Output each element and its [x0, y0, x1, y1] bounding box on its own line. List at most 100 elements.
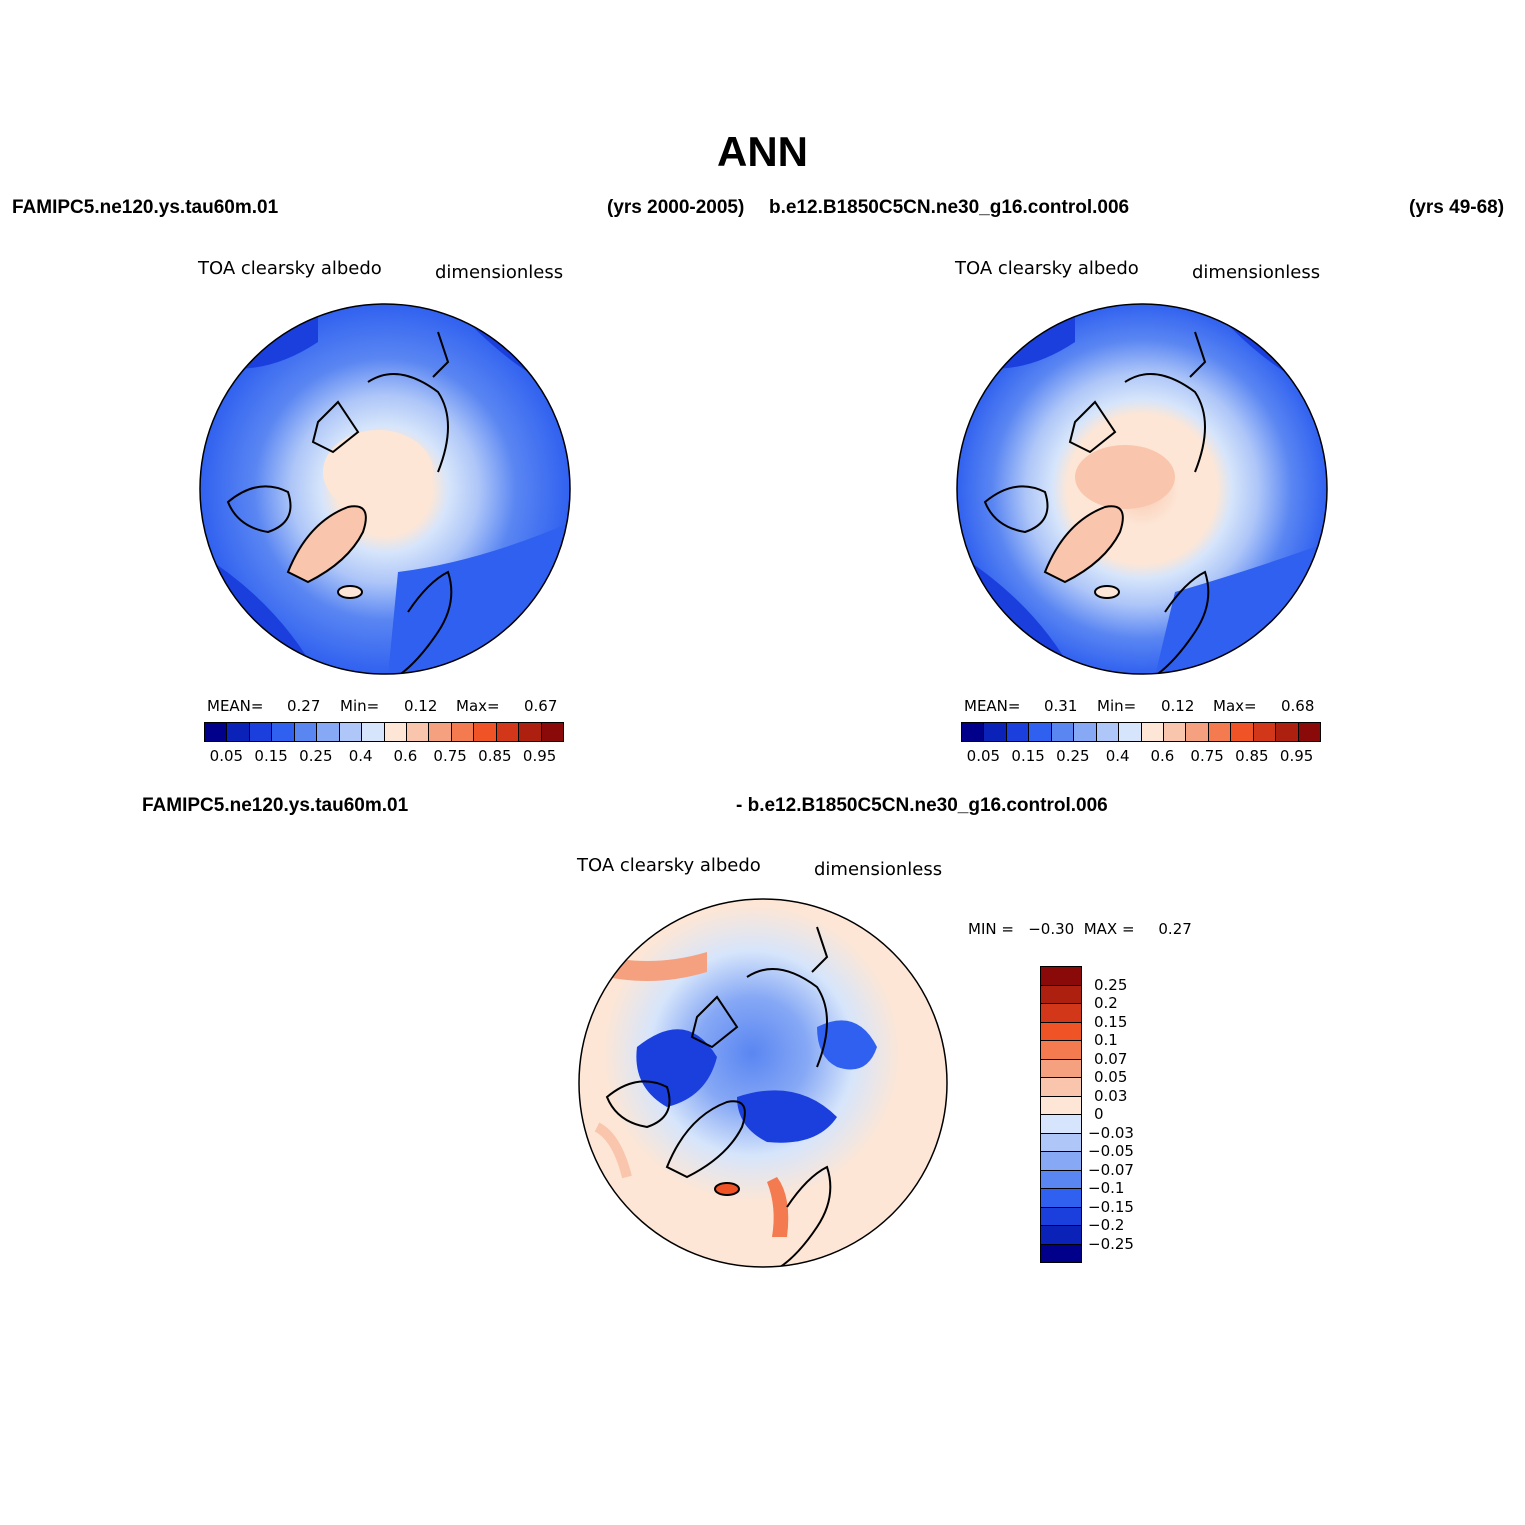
- panel1-variable: TOA clearsky albedo: [198, 258, 382, 279]
- diff-case1-name: FAMIPC5.ne120.ys.tau60m.01: [142, 795, 409, 816]
- panel2-max-label: Max=: [1213, 697, 1257, 715]
- colorbar-tick-label: 0.15: [1011, 747, 1045, 765]
- panel3-units: dimensionless: [814, 859, 943, 880]
- colorbar-swatch: [1186, 723, 1209, 741]
- colorbar-tick-label: −0.15: [1088, 1197, 1134, 1216]
- panel2-variable: TOA clearsky albedo: [955, 258, 1139, 279]
- colorbar-swatch: [317, 723, 340, 741]
- colorbar-tick-label: 0.4: [348, 747, 373, 765]
- colorbar-swatch: [362, 723, 385, 741]
- colorbar-swatch: [1041, 1170, 1081, 1189]
- colorbar-swatch: [1041, 985, 1081, 1004]
- panel1-units: dimensionless: [435, 262, 564, 283]
- colorbar-swatch: [406, 723, 430, 741]
- colorbar-swatch: [1253, 723, 1277, 741]
- case1-name: FAMIPC5.ne120.ys.tau60m.01: [12, 197, 279, 218]
- colorbar-swatch: [1231, 723, 1254, 741]
- colorbar-swatch: [1208, 723, 1232, 741]
- colorbar-tick-label: 0.2: [1094, 994, 1118, 1012]
- panel3-variable: TOA clearsky albedo: [577, 855, 761, 876]
- colorbar-tick-label: −0.03: [1088, 1123, 1134, 1142]
- panel1-min: 0.12: [404, 697, 438, 715]
- colorbar-tick-label: −0.1: [1088, 1179, 1125, 1197]
- colorbar-swatch: [1276, 723, 1299, 741]
- colorbar-swatch: [1119, 723, 1142, 741]
- panel2-max: 0.68: [1281, 697, 1315, 715]
- colorbar-swatch: [1029, 723, 1052, 741]
- panel3-colorbar-ticks: 0.25 0.2 0.15 0.1 0.07 0.05 0.03 0 −0.03 −0.05 −0.…: [1088, 966, 1168, 1266]
- panel3-colorbar: [1040, 966, 1082, 1263]
- panel2-units: dimensionless: [1192, 262, 1321, 283]
- colorbar-swatch: [1041, 1022, 1081, 1041]
- colorbar-tick-label: 0.25: [1094, 975, 1128, 994]
- colorbar-tick-label: 0.4: [1105, 747, 1130, 765]
- colorbar-tick-label: 0: [1094, 1105, 1104, 1123]
- colorbar-tick-label: 0.6: [393, 747, 418, 765]
- panel1-max-label: Max=: [456, 697, 500, 715]
- colorbar-swatch: [205, 723, 228, 741]
- colorbar-swatch: [1041, 1133, 1081, 1152]
- colorbar-swatch: [339, 723, 363, 741]
- colorbar-tick-label: 0.1: [1094, 1031, 1118, 1049]
- colorbar-tick-label: 0.15: [1094, 1012, 1128, 1031]
- panel2-mean: 0.31: [1044, 697, 1078, 715]
- colorbar-tick-label: 0.05: [209, 747, 244, 765]
- colorbar-swatch: [496, 723, 520, 741]
- colorbar-swatch: [1006, 723, 1030, 741]
- colorbar-swatch: [962, 723, 985, 741]
- colorbar-tick-label: 0.85: [478, 747, 512, 765]
- colorbar-swatch: [384, 723, 407, 741]
- panel2-min: 0.12: [1161, 697, 1195, 715]
- colorbar-tick-label: 0.85: [1235, 747, 1269, 765]
- panel2-polar-map: [956, 303, 1328, 675]
- colorbar-swatch: [984, 723, 1007, 741]
- colorbar-swatch: [1041, 1189, 1081, 1208]
- colorbar-swatch: [1163, 723, 1187, 741]
- colorbar-swatch: [1141, 723, 1164, 741]
- colorbar-tick-label: 0.6: [1150, 747, 1175, 765]
- colorbar-swatch: [1074, 723, 1097, 741]
- colorbar-tick-label: 0.75: [433, 747, 467, 765]
- colorbar-tick-label: −0.07: [1088, 1160, 1134, 1179]
- colorbar-tick-label: 0.07: [1094, 1049, 1128, 1068]
- colorbar-swatch: [1041, 1059, 1081, 1078]
- colorbar-tick-label: 0.05: [1094, 1068, 1128, 1086]
- panel1-polar-map: [199, 303, 571, 675]
- colorbar-swatch: [1041, 1041, 1081, 1060]
- case2-name: b.e12.B1850C5CN.ne30_g16.control.006: [769, 197, 1130, 218]
- colorbar-swatch: [1041, 1096, 1081, 1115]
- colorbar-tick-label: 0.75: [1190, 747, 1224, 765]
- colorbar-swatch: [1041, 1226, 1081, 1245]
- panel1-colorbar: [204, 722, 564, 742]
- panel3-polar-map: [578, 898, 948, 1268]
- colorbar-tick-label: −0.05: [1088, 1142, 1134, 1160]
- colorbar-swatch: [249, 723, 273, 741]
- colorbar-swatch: [294, 723, 318, 741]
- colorbar-swatch: [519, 723, 542, 741]
- panel2-min-label: Min=: [1097, 697, 1137, 715]
- panel1-colorbar-ticks: 0.05 0.15 0.25 0.4 0.6 0.75 0.85 0.95: [204, 747, 562, 767]
- colorbar-swatch: [541, 723, 563, 741]
- colorbar-tick-label: 0.15: [254, 747, 288, 765]
- colorbar-swatch: [1298, 723, 1320, 741]
- colorbar-swatch: [1096, 723, 1120, 741]
- colorbar-tick-label: −0.25: [1088, 1234, 1134, 1253]
- case1-years: (yrs 2000-2005): [607, 197, 745, 218]
- colorbar-swatch: [474, 723, 497, 741]
- colorbar-tick-label: 0.05: [966, 747, 1001, 765]
- colorbar-swatch: [1041, 1004, 1081, 1023]
- colorbar-swatch: [1051, 723, 1075, 741]
- colorbar-tick-label: 0.03: [1094, 1086, 1128, 1105]
- panel1-mean: 0.27: [287, 697, 321, 715]
- colorbar-tick-label: 0.25: [1056, 747, 1090, 765]
- colorbar-swatch: [429, 723, 452, 741]
- colorbar-tick-label: 0.95: [522, 747, 557, 765]
- colorbar-swatch: [272, 723, 295, 741]
- panel1-max: 0.67: [524, 697, 558, 715]
- panel1-min-label: Min=: [340, 697, 380, 715]
- panel1-mean-label: MEAN=: [207, 697, 264, 715]
- colorbar-swatch: [1041, 1207, 1081, 1226]
- colorbar-tick-label: −0.2: [1088, 1216, 1125, 1234]
- colorbar-swatch: [451, 723, 475, 741]
- panel2-colorbar: [961, 722, 1321, 742]
